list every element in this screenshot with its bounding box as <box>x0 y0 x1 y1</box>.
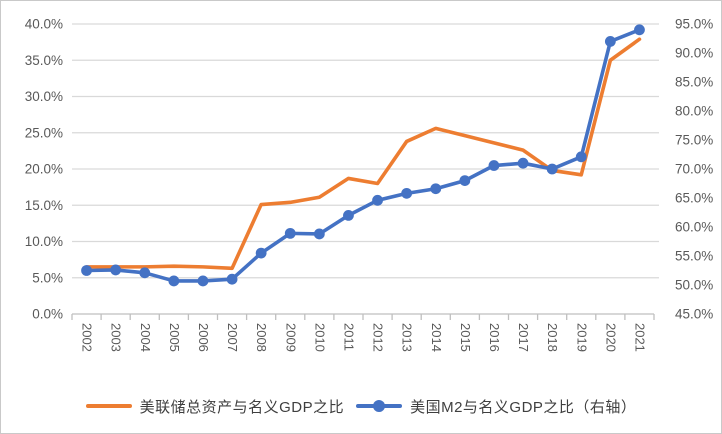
m2-data-point <box>226 273 238 285</box>
left-axis-tick-label: 5.0% <box>32 270 63 285</box>
m2-data-point <box>575 151 587 163</box>
right-axis-tick-label: 75.0% <box>675 133 713 148</box>
fed-assets-gdp-line <box>84 37 642 271</box>
left-axis-tick-label: 25.0% <box>25 125 63 140</box>
blue-line-dot-swatch-icon <box>356 400 403 412</box>
legend-label-m2: 美国M2与名义GDP之比（右轴） <box>410 398 637 416</box>
right-axis-tick-label: 70.0% <box>675 162 713 177</box>
x-axis-tick-label: 2018 <box>545 323 560 352</box>
right-axis-tick-label: 80.0% <box>675 104 713 119</box>
blue-marker-dot-icon <box>373 400 386 412</box>
right-axis-tick-label: 85.0% <box>675 75 713 90</box>
m2-data-point <box>430 183 442 195</box>
orange-line-swatch-icon <box>85 404 132 408</box>
right-axis-tick-label: 90.0% <box>675 46 713 61</box>
m2-data-point <box>313 228 325 240</box>
chart-legend: 美联储总资产与名义GDP之比 美国M2与名义GDP之比（右轴） <box>1 391 721 421</box>
x-axis-tick-label: 2003 <box>109 323 124 352</box>
m2-data-point <box>139 267 151 279</box>
m2-data-point <box>343 210 354 221</box>
m2-data-point <box>255 247 267 259</box>
left-axis-tick-label: 30.0% <box>25 89 63 104</box>
m2-data-point <box>168 275 180 287</box>
left-axis-tick-label: 15.0% <box>25 198 63 213</box>
x-axis-tick-label: 2010 <box>312 323 327 352</box>
m2-gdp-line <box>84 27 642 283</box>
right-axis-tick-label: 65.0% <box>675 191 713 206</box>
right-axis-tick-label: 60.0% <box>675 220 713 235</box>
x-axis-tick-label: 2020 <box>603 323 618 352</box>
x-axis-tick-label: 2014 <box>429 323 444 352</box>
x-axis-tick-label: 2007 <box>225 323 240 352</box>
right-axis-tick-label: 95.0% <box>675 17 713 32</box>
left-axis-tick-label: 40.0% <box>25 17 63 32</box>
x-axis-tick-label: 2017 <box>516 323 531 352</box>
x-axis-tick-label: 2005 <box>167 323 182 352</box>
right-axis-tick-label: 50.0% <box>675 278 713 293</box>
dual-axis-line-chart: 0.0% 5.0% 10.0% 15.0% 20.0% 25.0% 30.0% 35.0% 40… <box>25 17 714 352</box>
x-axis-tick-label: 2021 <box>632 323 647 352</box>
x-axis-tick-label: 2008 <box>254 323 269 352</box>
m2-data-point <box>517 157 529 169</box>
m2-data-point <box>546 163 558 175</box>
m2-data-point <box>634 24 645 36</box>
m2-data-point <box>110 264 122 276</box>
x-axis-tick-label: 2004 <box>138 323 153 352</box>
x-axis-tick-label: 2011 <box>341 323 356 351</box>
m2-data-point <box>401 187 413 199</box>
m2-data-point <box>372 194 383 206</box>
left-axis-tick-label: 35.0% <box>25 53 63 68</box>
x-axis-tick-label: 2015 <box>458 323 473 352</box>
legend-item-fed-assets: 美联储总资产与名义GDP之比 <box>85 396 345 417</box>
left-axis-tick-label: 0.0% <box>32 307 63 322</box>
legend-item-m2: 美国M2与名义GDP之比（右轴） <box>356 396 636 417</box>
m2-data-point <box>197 275 209 287</box>
x-axis-tick-label: 2019 <box>574 323 589 352</box>
x-axis-tick-label: 2006 <box>196 323 211 352</box>
m2-data-point <box>81 265 92 276</box>
right-axis-tick-label: 55.0% <box>675 249 713 264</box>
left-axis-tick-label: 10.0% <box>25 234 63 249</box>
m2-data-point <box>604 36 616 47</box>
legend-label-fed-assets: 美联储总资产与名义GDP之比 <box>139 398 345 416</box>
x-axis-tick-label: 2012 <box>371 323 386 352</box>
m2-data-point <box>488 160 500 171</box>
m2-data-point <box>284 227 296 239</box>
m2-data-point <box>459 175 471 187</box>
x-axis-tick-label: 2002 <box>80 323 95 352</box>
x-axis-tick-label: 2009 <box>283 323 298 352</box>
left-axis-tick-label: 20.0% <box>25 162 63 177</box>
x-axis-tick-label: 2013 <box>400 323 415 352</box>
x-axis-tick-label: 2016 <box>487 323 502 352</box>
right-axis-tick-label: 45.0% <box>675 307 713 322</box>
